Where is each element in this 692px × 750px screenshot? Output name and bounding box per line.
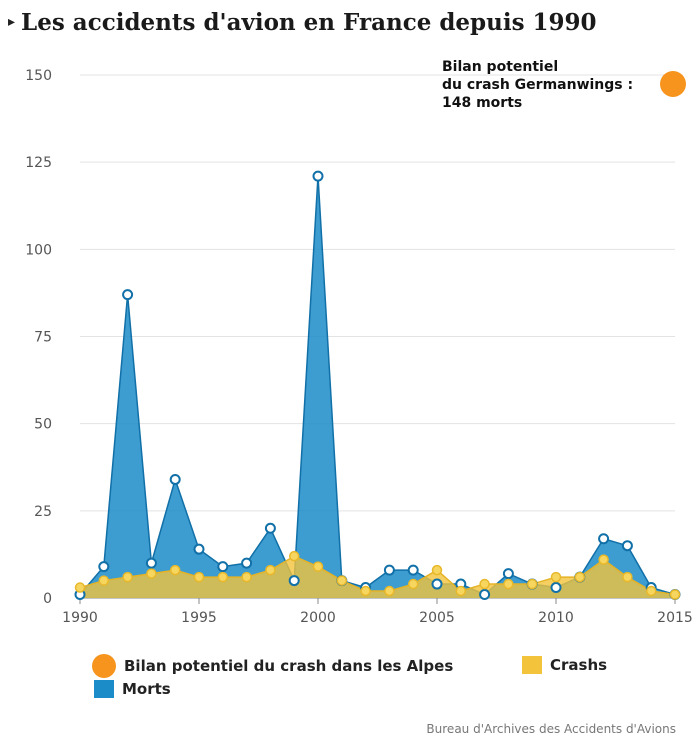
crashs-point <box>645 585 657 597</box>
y-tick-label: 125 <box>25 155 52 171</box>
legend-label-highlight: Bilan potentiel du crash dans les Alpes <box>124 657 454 675</box>
morts-point <box>241 557 253 569</box>
crashs-point <box>455 585 467 597</box>
crashs-point <box>384 585 395 597</box>
morts-point <box>598 533 610 545</box>
crashs-point <box>217 571 229 583</box>
morts-point <box>288 575 300 587</box>
legend-item-crashs[interactable]: Crashs <box>522 656 607 674</box>
highlight-point <box>660 70 686 97</box>
crashs-point <box>526 578 538 590</box>
orange-circle-icon <box>92 654 116 678</box>
crashs-point <box>479 578 490 590</box>
x-tick-label: 1995 <box>181 610 217 626</box>
crashs-point <box>98 575 110 586</box>
crashs-point <box>122 571 133 583</box>
x-tick-label: 2015 <box>657 610 692 626</box>
y-tick-label: 150 <box>25 68 52 84</box>
crashs-point <box>360 585 371 597</box>
y-tick-label: 100 <box>25 242 52 258</box>
crashs-point <box>574 571 586 583</box>
crashs-point <box>622 571 633 583</box>
morts-point <box>312 170 324 182</box>
crashs-point <box>169 564 181 576</box>
highlight-annotation-line: Bilan potentiel <box>442 59 558 75</box>
crashs-point <box>288 550 300 562</box>
crashs-point <box>669 589 681 600</box>
legend-item-morts[interactable]: Morts <box>94 680 171 698</box>
x-tick-label: 2000 <box>300 610 336 626</box>
y-tick-label: 0 <box>43 591 52 607</box>
highlight-annotation-line: du crash Germanwings : <box>442 77 633 93</box>
morts-area <box>80 176 675 598</box>
crashs-point <box>336 575 348 586</box>
crashs-point <box>146 568 157 579</box>
x-tick-label: 1990 <box>62 610 98 626</box>
crashs-point <box>193 571 205 583</box>
chart-plot: 0 25 50 75 100 125 150 1990 1995 2000 2005 2010 2015… <box>25 59 692 626</box>
crashs-point <box>265 564 276 576</box>
crashs-point <box>407 578 419 590</box>
title-arrow-icon: ▸ <box>8 14 16 30</box>
y-tick-label: 75 <box>34 330 52 346</box>
morts-point <box>169 473 181 485</box>
x-tick-label: 2010 <box>538 610 574 626</box>
legend-item-highlight[interactable]: Bilan potentiel du crash dans les Alpes <box>92 654 453 678</box>
crashs-point <box>241 571 252 583</box>
y-tick-label: 25 <box>34 504 52 520</box>
legend-label-morts: Morts <box>122 680 171 698</box>
x-tick-label: 2005 <box>419 610 455 626</box>
source-credit: Bureau d'Archives des Accidents d'Avions <box>426 722 676 736</box>
chart-title: Les accidents d'avion en France depuis 1… <box>21 8 597 36</box>
morts-point <box>550 582 562 594</box>
morts-point <box>122 289 134 301</box>
crashs-point <box>74 582 86 593</box>
highlight-annotation-line: 148 morts <box>442 95 522 111</box>
morts-point <box>193 543 205 555</box>
crashs-point <box>598 554 609 565</box>
yellow-square-icon <box>522 656 542 674</box>
morts-point <box>264 522 276 534</box>
legend-label-crashs: Crashs <box>550 656 608 674</box>
blue-square-icon <box>94 680 114 698</box>
morts-point <box>407 564 419 576</box>
morts-point <box>98 561 110 573</box>
morts-point <box>479 589 491 601</box>
crashs-point <box>550 571 562 583</box>
title-row: ▸ Les accidents d'avion en France depuis… <box>8 4 597 40</box>
crashs-area <box>80 556 675 598</box>
morts-point <box>217 561 229 573</box>
y-tick-label: 50 <box>34 417 52 433</box>
morts-point <box>383 564 395 576</box>
morts-point <box>502 568 514 580</box>
crashs-point <box>312 561 324 572</box>
crashs-point <box>431 564 443 576</box>
morts-point <box>145 557 157 569</box>
morts-point <box>431 578 443 590</box>
crashs-point <box>503 578 514 590</box>
morts-point <box>621 540 633 552</box>
